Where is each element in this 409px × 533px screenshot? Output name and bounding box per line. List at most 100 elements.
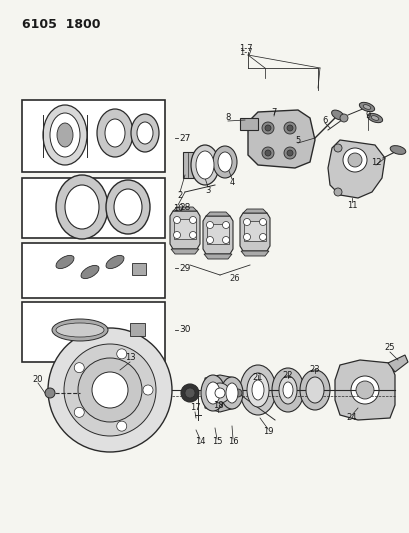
Ellipse shape [370, 116, 378, 120]
Circle shape [117, 421, 126, 431]
Bar [207, 224, 229, 244]
Circle shape [189, 231, 196, 238]
Circle shape [143, 385, 153, 395]
Circle shape [209, 383, 229, 403]
Bar [173, 219, 196, 239]
Ellipse shape [196, 151, 213, 179]
Ellipse shape [205, 382, 220, 404]
Ellipse shape [218, 152, 231, 172]
Polygon shape [202, 216, 232, 254]
Circle shape [243, 233, 250, 240]
Circle shape [261, 147, 273, 159]
Text: 25: 25 [384, 343, 394, 352]
Circle shape [283, 122, 295, 134]
Bar [22, 178, 164, 238]
Text: 8: 8 [225, 112, 230, 122]
Ellipse shape [106, 255, 124, 269]
Polygon shape [204, 254, 231, 259]
Circle shape [339, 114, 347, 122]
Circle shape [342, 148, 366, 172]
Text: 12: 12 [370, 157, 380, 166]
Ellipse shape [225, 383, 237, 403]
Ellipse shape [137, 122, 153, 144]
Ellipse shape [56, 175, 108, 239]
Bar [22, 100, 164, 172]
Bar [239, 118, 257, 130]
Bar [243, 221, 265, 241]
Ellipse shape [362, 104, 370, 109]
Ellipse shape [81, 265, 99, 279]
Polygon shape [205, 212, 229, 216]
Ellipse shape [271, 368, 303, 412]
Text: 23: 23 [309, 366, 319, 375]
Polygon shape [239, 213, 270, 251]
Ellipse shape [97, 109, 133, 157]
Circle shape [206, 237, 213, 244]
Text: 7: 7 [271, 108, 276, 117]
Circle shape [350, 376, 378, 404]
Ellipse shape [358, 102, 374, 111]
Text: 2: 2 [177, 190, 182, 199]
Polygon shape [170, 211, 200, 249]
Polygon shape [182, 152, 200, 178]
Text: 6: 6 [321, 116, 327, 125]
Circle shape [48, 328, 172, 452]
Circle shape [333, 188, 341, 196]
Circle shape [189, 216, 196, 223]
Ellipse shape [65, 185, 99, 229]
Circle shape [222, 237, 229, 244]
Text: 20: 20 [33, 376, 43, 384]
Text: 13: 13 [124, 353, 135, 362]
Polygon shape [387, 355, 407, 372]
Ellipse shape [299, 370, 329, 410]
Circle shape [45, 388, 55, 398]
Ellipse shape [220, 377, 243, 409]
Ellipse shape [278, 376, 296, 404]
Ellipse shape [131, 114, 159, 152]
Circle shape [74, 407, 84, 417]
Bar [130, 323, 145, 336]
Circle shape [234, 389, 241, 397]
Circle shape [286, 125, 292, 131]
Text: 17: 17 [189, 403, 200, 413]
Text: 19: 19 [262, 427, 272, 437]
Bar [132, 263, 146, 275]
Circle shape [184, 388, 195, 398]
Circle shape [261, 122, 273, 134]
Circle shape [92, 372, 128, 408]
Text: 4: 4 [229, 177, 234, 187]
Ellipse shape [56, 255, 74, 269]
Circle shape [259, 233, 266, 240]
Text: 15: 15 [211, 438, 222, 447]
Ellipse shape [252, 380, 263, 400]
Polygon shape [240, 251, 268, 256]
Circle shape [214, 388, 225, 398]
Ellipse shape [43, 105, 87, 165]
Circle shape [264, 125, 270, 131]
Text: 1-7: 1-7 [238, 47, 252, 56]
Bar [22, 243, 164, 298]
Ellipse shape [200, 375, 225, 411]
Circle shape [286, 150, 292, 156]
Ellipse shape [191, 145, 218, 185]
Text: 30: 30 [179, 326, 190, 335]
Circle shape [173, 216, 180, 223]
Ellipse shape [57, 123, 73, 147]
Circle shape [333, 144, 341, 152]
Circle shape [78, 358, 142, 422]
Circle shape [180, 384, 198, 402]
Circle shape [173, 231, 180, 238]
Text: 9: 9 [364, 110, 370, 119]
Polygon shape [334, 360, 394, 420]
Circle shape [243, 219, 250, 225]
Text: 28: 28 [179, 203, 190, 212]
Ellipse shape [52, 319, 108, 341]
Circle shape [222, 222, 229, 229]
Circle shape [355, 381, 373, 399]
Polygon shape [171, 249, 198, 254]
Text: 18: 18 [212, 400, 223, 409]
Ellipse shape [105, 119, 125, 147]
Text: 16: 16 [227, 438, 238, 447]
Circle shape [74, 362, 84, 373]
Text: 10: 10 [172, 204, 183, 213]
